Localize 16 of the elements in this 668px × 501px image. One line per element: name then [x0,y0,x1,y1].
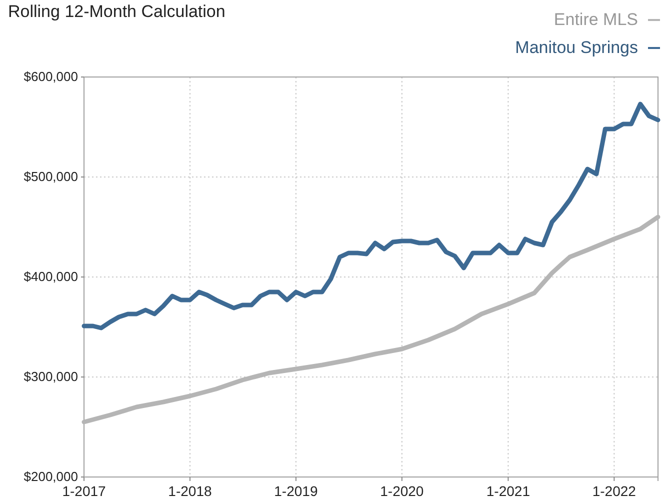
y-tick-label: $400,000 [24,269,78,284]
x-tick-label: 1-2021 [486,482,530,499]
x-tick-label: 1-2020 [380,482,424,499]
y-tick-label: $300,000 [24,369,78,384]
line-series [82,102,660,330]
x-tick-label: 1-2022 [592,482,636,499]
y-tick-label: $200,000 [24,469,78,484]
x-tick-label: 1-2019 [274,482,318,499]
line-series [82,214,660,424]
chart-title: Rolling 12-Month Calculation [8,2,226,21]
y-tick-label: $600,000 [24,69,78,84]
legend-label: Entire MLS [554,10,638,29]
x-tick-label: 1-2017 [62,482,106,499]
y-tick-label: $500,000 [24,169,78,184]
legend-label: Manitou Springs [515,38,638,57]
x-tick-label: 1-2018 [168,482,212,499]
